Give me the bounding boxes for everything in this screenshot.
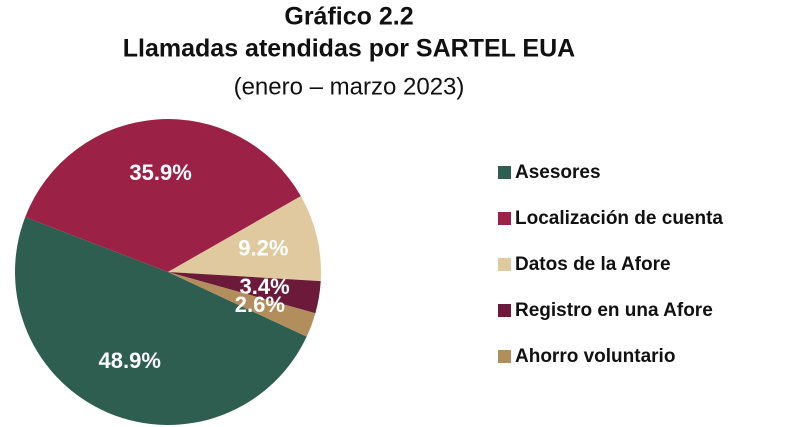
legend-label: Localización de cuenta <box>515 208 723 229</box>
chart-title: Gráfico 2.2 <box>284 3 413 31</box>
legend-swatch <box>498 350 511 363</box>
pie-slice <box>168 196 321 282</box>
legend-swatch <box>498 166 511 179</box>
data-label: 35.9% <box>129 160 191 185</box>
chart-subtitle: Llamadas atendidas por SARTEL EUA <box>123 35 575 63</box>
legend-swatch <box>498 304 511 317</box>
data-label: 2.6% <box>235 292 285 317</box>
data-label: 9.2% <box>238 236 288 261</box>
legend-label: Registro en una Afore <box>515 300 713 321</box>
legend-label: Datos de la Afore <box>515 254 671 275</box>
pie-slice <box>14 217 307 426</box>
data-label: 48.9% <box>99 348 161 373</box>
pie-slice <box>168 272 316 337</box>
legend-swatch <box>498 212 511 225</box>
legend-label: Ahorro voluntario <box>515 346 675 367</box>
pie-slice <box>168 272 321 314</box>
legend-label: Asesores <box>515 162 601 183</box>
chart-period: (enero – marzo 2023) <box>234 73 465 100</box>
pie-slice <box>25 119 301 272</box>
legend-swatch <box>498 258 511 271</box>
